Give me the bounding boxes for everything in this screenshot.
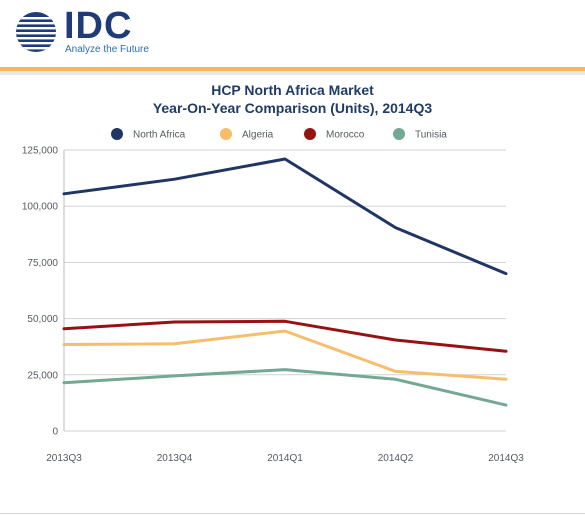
logo-text: IDC <box>64 5 133 47</box>
legend-marker <box>393 128 405 140</box>
x-tick-label: 2013Q4 <box>157 453 193 464</box>
chart-title: HCP North Africa Market <box>211 82 374 98</box>
logo-tagline: Analyze the Future <box>65 44 149 55</box>
legend-marker <box>220 128 232 140</box>
legend-label: Tunisia <box>415 130 447 141</box>
x-tick-label: 2014Q2 <box>378 453 414 464</box>
y-tick-label: 25,000 <box>27 370 58 381</box>
idc-globe-icon <box>16 12 56 52</box>
legend: North Africa Algeria Morocco Tunisia <box>111 128 447 141</box>
x-tick-label: 2013Q3 <box>46 453 82 464</box>
legend-marker <box>111 128 123 140</box>
footer-divider <box>0 513 585 514</box>
y-tick-label: 100,000 <box>22 202 59 213</box>
series-line-algeria <box>62 329 508 381</box>
legend-marker <box>304 128 316 140</box>
series-line-morocco <box>62 319 508 353</box>
x-tick-label: 2014Q3 <box>488 453 524 464</box>
legend-label: Algeria <box>242 130 274 141</box>
chart-subtitle: Year-On-Year Comparison (Units), 2014Q3 <box>152 100 433 116</box>
legend-label: Morocco <box>326 130 365 141</box>
y-tick-label: 0 <box>52 427 58 438</box>
series-line-tunisia <box>62 368 508 407</box>
y-tick-label: 50,000 <box>27 314 58 325</box>
header-divider-shadow <box>0 71 585 75</box>
legend-label: North Africa <box>133 130 186 141</box>
y-tick-label: 75,000 <box>27 258 58 269</box>
series-lines <box>62 157 508 407</box>
header-divider <box>0 67 585 71</box>
x-tick-label: 2014Q1 <box>267 453 303 464</box>
axes: 0 25,000 50,000 75,000 100,000 125,000 2013Q3 2… <box>22 146 524 465</box>
y-tick-label: 125,000 <box>22 146 59 157</box>
series-line-north-africa <box>62 157 508 276</box>
header: IDC Analyze the Future <box>0 0 585 66</box>
